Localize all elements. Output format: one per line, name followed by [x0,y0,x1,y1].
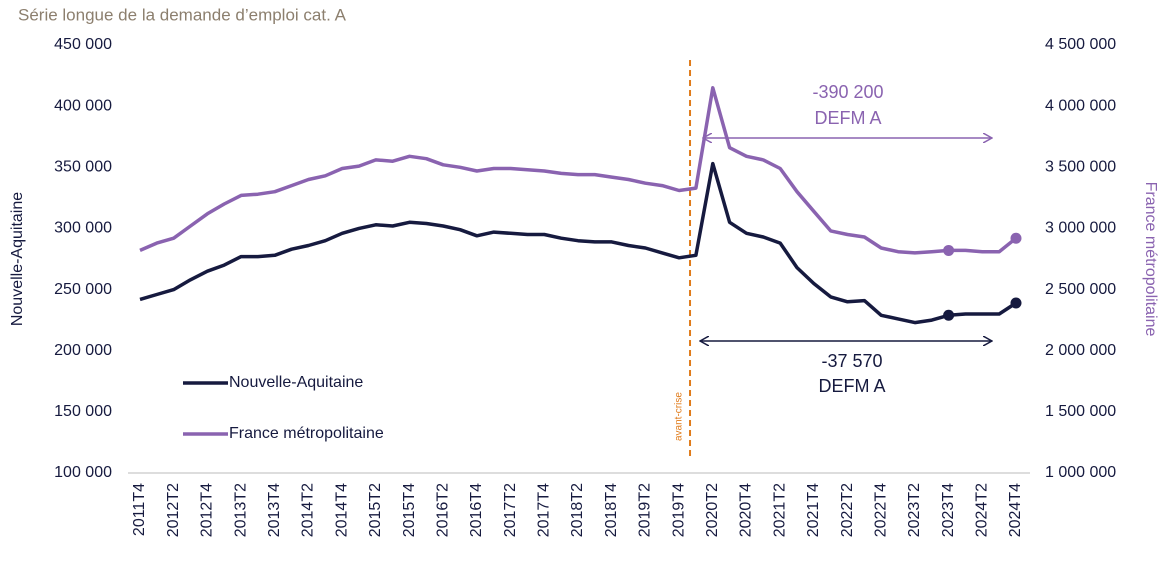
y2-tick-label: 3 500 000 [1045,159,1116,176]
x-tick-label: 2019T4 [670,483,687,537]
x-tick-label: 2016T4 [468,483,485,537]
y2-tick-label: 3 000 000 [1045,220,1116,237]
x-tick-label: 2017T4 [536,483,553,537]
point-marker [1010,297,1022,309]
y2-tick-label: 2 500 000 [1045,281,1116,298]
x-tick-label: 2012T4 [199,483,216,537]
x-tick-label: 2023T4 [940,483,957,537]
point-marker [943,309,955,321]
legend-label: France métropolitaine [229,425,384,442]
y-axis-label: Nouvelle-Aquitaine [9,192,26,326]
x-tick-label: 2018T2 [569,483,586,537]
y2-tick-label: 1 000 000 [1045,464,1116,481]
y-tick-label: 300 000 [54,220,112,237]
y-tick-label: 350 000 [54,159,112,176]
y-tick-label: 200 000 [54,342,112,359]
x-tick-label: 2024T2 [974,483,991,537]
x-tick-label: 2018T4 [603,483,620,537]
x-tick-label: 2011T4 [131,483,148,536]
x-tick-label: 2016T2 [434,483,451,537]
y2-tick-label: 4 000 000 [1045,97,1116,114]
x-tick-label: 2013T4 [266,483,283,537]
annotation: DEFM A [818,376,885,396]
annotation: -37 570 [821,351,882,371]
x-tick-label: 2020T2 [704,483,721,537]
x-tick-label: 2019T2 [637,483,654,537]
legend-label: Nouvelle-Aquitaine [229,374,363,391]
x-tick-label: 2021T4 [805,483,822,537]
annotation: avant-crise [674,392,685,441]
x-tick-label: 2024T4 [1007,483,1024,537]
y-tick-label: 450 000 [54,36,112,53]
x-tick-label: 2023T2 [906,483,923,537]
line-series [139,86,1018,255]
x-tick-label: 2014T4 [333,483,350,537]
y2-tick-label: 1 500 000 [1045,403,1116,420]
x-tick-label: 2020T4 [738,483,755,537]
x-tick-label: 2014T2 [300,483,317,537]
y-tick-label: 150 000 [54,403,112,420]
x-tick-label: 2017T2 [502,483,519,537]
y2-axis-label: France métropolitaine [1142,182,1159,337]
point-marker [943,244,955,256]
y-tick-label: 100 000 [54,464,112,481]
annotation: -390 200 [812,82,883,102]
x-tick-label: 2015T4 [401,483,418,537]
x-tick-label: 2013T2 [232,483,249,537]
x-tick-label: 2015T2 [367,483,384,537]
point-marker [1010,232,1022,244]
y-tick-label: 400 000 [54,97,112,114]
y2-tick-label: 4 500 000 [1045,36,1116,53]
line-series [139,161,1017,325]
y2-tick-label: 2 000 000 [1045,342,1116,359]
x-tick-label: 2022T4 [872,483,889,537]
x-tick-label: 2012T2 [165,483,182,537]
x-tick-label: 2022T2 [839,483,856,537]
y-tick-label: 250 000 [54,281,112,298]
chart-title: Série longue de la demande d’emploi cat.… [18,5,347,24]
x-tick-label: 2021T2 [771,483,788,537]
annotation: DEFM A [814,108,881,128]
